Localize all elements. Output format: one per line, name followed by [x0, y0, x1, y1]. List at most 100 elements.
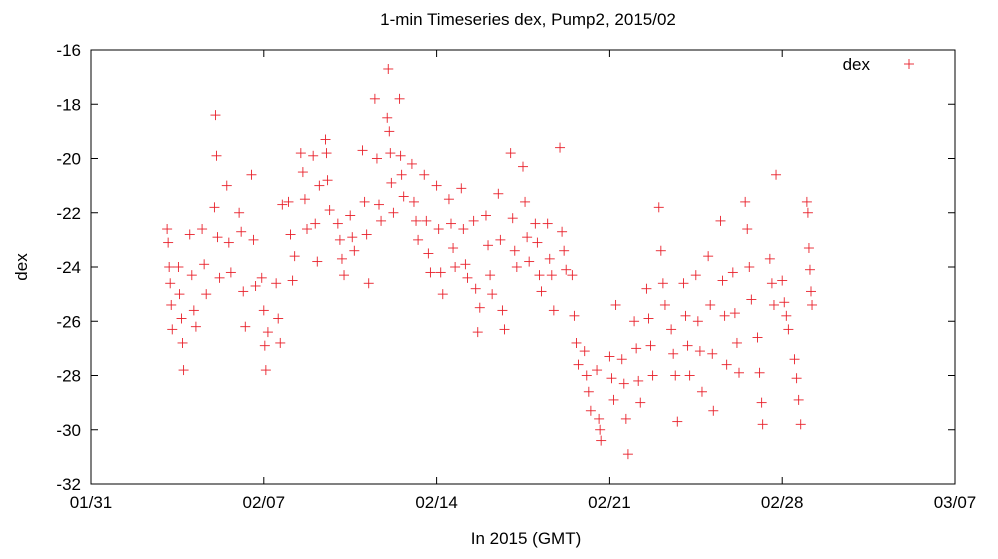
data-point: [406, 158, 417, 169]
data-point: [211, 150, 222, 161]
data-points: [162, 63, 818, 460]
data-point: [610, 299, 621, 310]
y-tick-label: -24: [56, 258, 81, 277]
data-point: [167, 324, 178, 335]
data-point: [166, 299, 177, 310]
data-point: [518, 161, 528, 172]
data-point: [433, 224, 444, 235]
data-point: [334, 234, 345, 245]
data-point: [197, 224, 208, 235]
data-point: [258, 305, 269, 316]
data-point: [234, 207, 245, 218]
data-point: [641, 283, 652, 294]
data-point: [437, 289, 448, 300]
data-point: [201, 289, 212, 300]
data-point: [561, 264, 572, 275]
data-point: [468, 215, 479, 226]
data-point: [310, 218, 321, 229]
data-point: [470, 283, 481, 294]
data-point: [544, 253, 555, 264]
data-point: [771, 169, 782, 180]
x-tick-label: 01/31: [70, 493, 113, 512]
data-point: [177, 337, 188, 348]
data-point: [349, 245, 360, 256]
data-point: [668, 348, 679, 359]
y-tick-label: -28: [56, 367, 81, 386]
data-point: [608, 394, 619, 405]
data-point: [361, 229, 372, 240]
data-point: [256, 272, 267, 283]
data-point: [388, 207, 399, 218]
y-tick-label: -18: [56, 95, 81, 114]
data-point: [497, 305, 508, 316]
x-tick-label: 02/14: [415, 493, 458, 512]
data-point: [622, 449, 633, 460]
data-point: [705, 299, 716, 310]
data-point: [423, 248, 434, 259]
legend-label-dex: dex: [843, 55, 871, 74]
data-point: [184, 229, 195, 240]
y-tick-label: -30: [56, 421, 81, 440]
data-point: [408, 196, 419, 207]
data-point: [571, 337, 582, 348]
y-axis: -16 -18 -20 -22 -24 -26 -28 -30 -32: [56, 41, 955, 494]
data-point: [670, 370, 681, 381]
data-point: [359, 196, 370, 207]
data-point: [374, 199, 384, 210]
data-point: [511, 262, 522, 272]
chart-title: 1-min Timeseries dex, Pump2, 2015/02: [380, 10, 676, 29]
data-point: [295, 148, 306, 159]
data-point: [659, 299, 670, 310]
data-point: [672, 416, 683, 427]
data-point: [752, 332, 763, 343]
data-point: [413, 234, 424, 245]
data-point: [684, 370, 695, 381]
data-point: [448, 243, 459, 254]
data-point: [585, 405, 596, 416]
data-point: [548, 305, 559, 316]
data-point: [299, 194, 310, 205]
data-point: [520, 196, 531, 207]
data-point: [616, 354, 627, 365]
data-point: [385, 148, 396, 159]
data-point: [802, 207, 813, 218]
data-point: [212, 232, 223, 243]
data-point: [530, 218, 541, 229]
data-point: [532, 237, 543, 248]
data-point: [173, 262, 184, 272]
data-point: [804, 264, 815, 275]
data-point: [308, 150, 319, 161]
data-point: [260, 365, 271, 376]
data-point: [795, 419, 806, 430]
data-point: [275, 337, 286, 348]
data-point: [273, 313, 284, 324]
data-point: [186, 270, 197, 281]
data-point: [199, 259, 210, 270]
data-point: [250, 280, 261, 291]
data-point: [474, 302, 485, 313]
data-point: [396, 169, 407, 180]
x-tick-label: 02/21: [588, 493, 631, 512]
y-tick-label: -20: [56, 150, 81, 169]
data-point: [579, 346, 590, 357]
data-point: [312, 256, 323, 267]
data-point: [793, 394, 804, 405]
data-point: [509, 245, 520, 256]
data-point: [756, 397, 767, 408]
y-tick-label: -26: [56, 312, 81, 331]
data-point: [806, 286, 816, 297]
data-point: [731, 337, 742, 348]
data-point: [666, 324, 677, 335]
data-point: [174, 289, 185, 300]
data-point: [690, 270, 701, 281]
data-point: [271, 278, 282, 289]
data-point: [717, 275, 728, 286]
data-point: [522, 232, 533, 243]
x-tick-label: 03/07: [934, 493, 977, 512]
data-point: [606, 373, 617, 384]
data-point: [190, 321, 201, 332]
data-point: [320, 134, 331, 145]
data-point: [757, 419, 768, 430]
data-point: [729, 308, 740, 319]
